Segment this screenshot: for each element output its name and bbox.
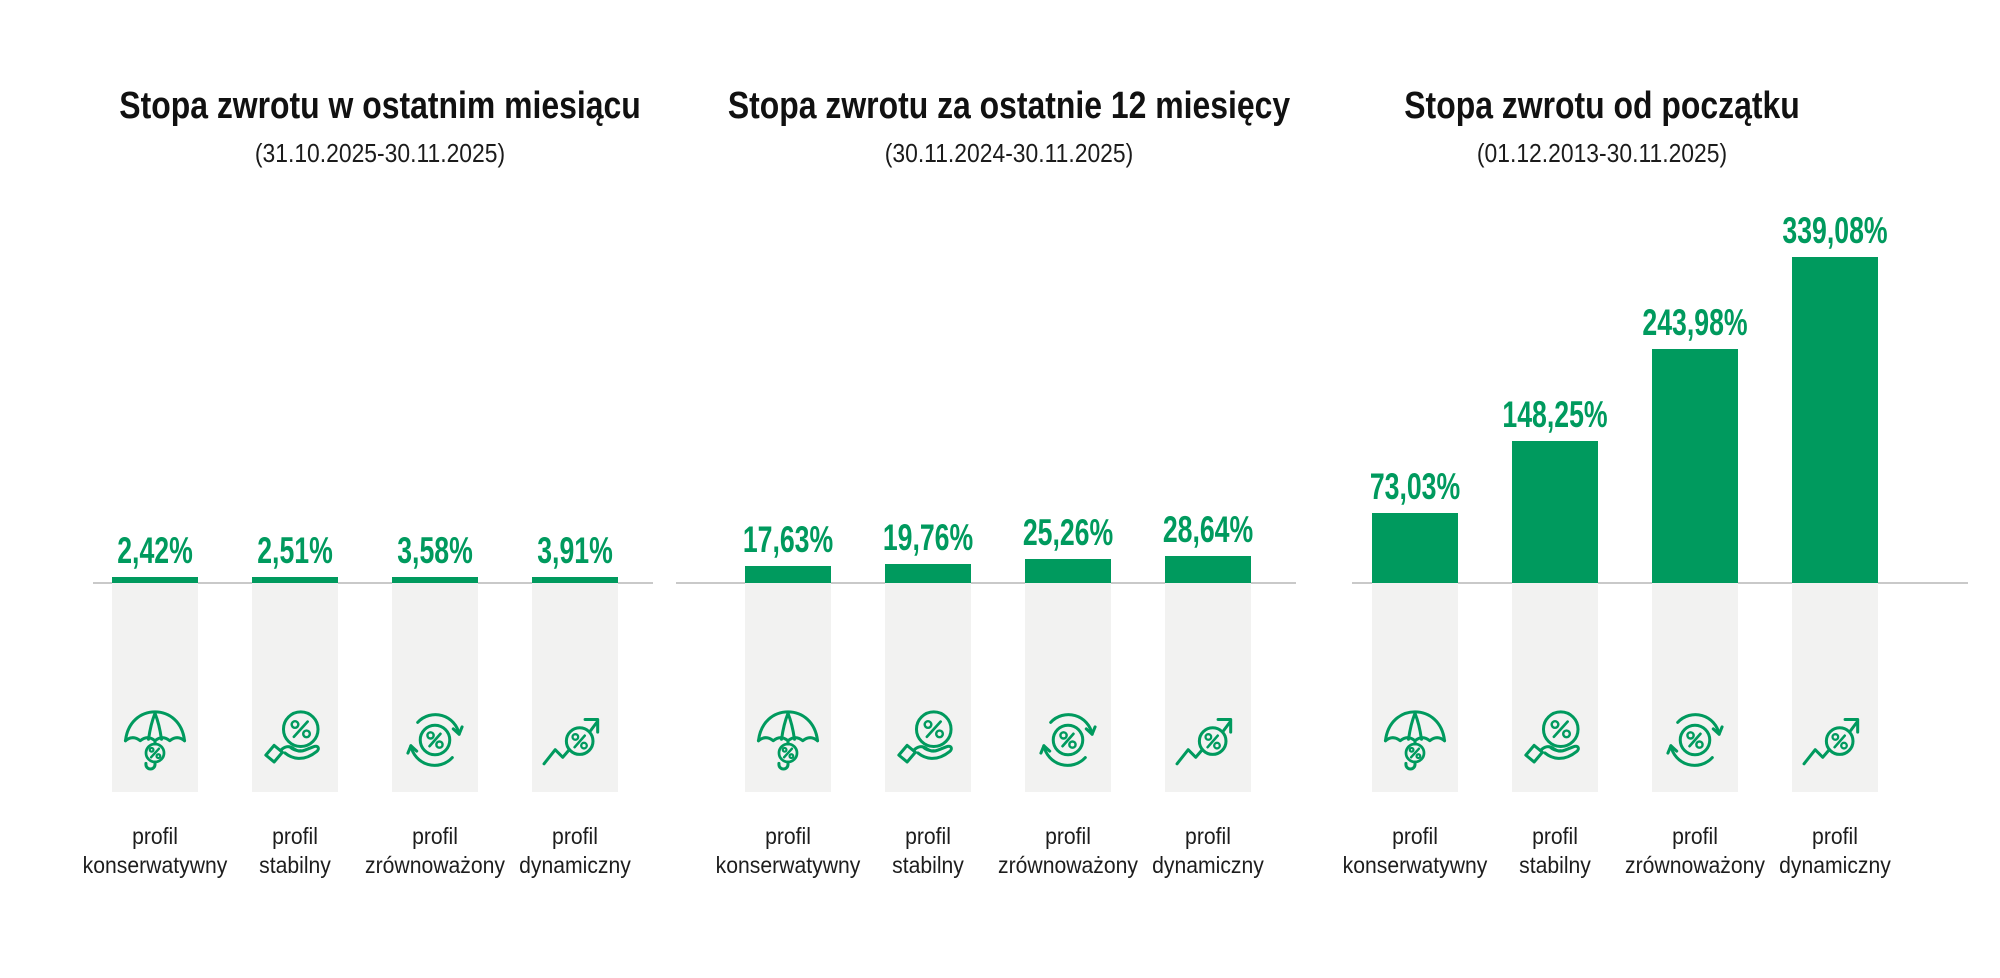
- category-label-line1: profil: [1812, 823, 1858, 849]
- bar-value-label: 3,91%: [537, 530, 613, 571]
- bar-profil-zrównoważony: [392, 577, 478, 583]
- category-label-line1: profil: [132, 823, 178, 849]
- category-label-line2: konserwatywny: [715, 852, 861, 878]
- bar-profil-konserwatywny: [1372, 512, 1458, 583]
- icon-column: [392, 583, 478, 792]
- bar-profil-dynamiczny: [532, 577, 618, 583]
- bar-value-label: 25,26%: [1022, 511, 1114, 553]
- hand-percent-icon: [892, 704, 964, 776]
- category-label-line1: profil: [1672, 823, 1718, 849]
- bar-profil-dynamiczny: [1165, 555, 1251, 583]
- bar-value-label: 2,51%: [257, 530, 333, 571]
- category-label: profil dynamiczny: [1779, 822, 1891, 880]
- category-label-line1: profil: [272, 823, 318, 849]
- bar-value-label: 339,08%: [1782, 210, 1888, 252]
- category-label: profil stabilny: [1519, 822, 1591, 880]
- category-label-line2: stabilny: [892, 852, 964, 878]
- category-label: profil zrównoważony: [1625, 822, 1765, 880]
- category-label-line2: dynamiczny: [1152, 852, 1264, 878]
- axis-baseline: [93, 582, 653, 584]
- arrows-percent-icon: [399, 704, 471, 776]
- category-label-line2: stabilny: [259, 852, 331, 878]
- arrows-percent-icon: [1032, 704, 1104, 776]
- chart-3-subtitle: (01.12.2013-30.11.2025): [1476, 138, 1728, 168]
- bar-value-label: 28,64%: [1162, 508, 1254, 550]
- category-label: profil dynamiczny: [1152, 822, 1264, 880]
- bar-profil-stabilny: [885, 564, 971, 583]
- category-label: profil zrównoważony: [365, 822, 505, 880]
- hand-percent-icon: [259, 704, 331, 776]
- arrows-percent-icon: [1659, 704, 1731, 776]
- category-label-line1: profil: [1532, 823, 1578, 849]
- category-label-line1: profil: [765, 823, 811, 849]
- trend-arrow-percent-icon: [1799, 704, 1871, 776]
- chart-3-title: Stopa zwrotu od początku: [1404, 85, 1800, 127]
- bar-value-label: 3,58%: [397, 530, 473, 571]
- bar-value-label: 19,76%: [882, 517, 974, 559]
- category-label: profil konserwatywny: [716, 822, 861, 880]
- bar-profil-stabilny: [252, 577, 338, 583]
- bar-profil-zrównoważony: [1025, 558, 1111, 583]
- category-label-line1: profil: [1392, 823, 1438, 849]
- category-label-line1: profil: [1045, 823, 1091, 849]
- category-label: profil dynamiczny: [519, 822, 631, 880]
- category-label: profil konserwatywny: [83, 822, 228, 880]
- category-label-line2: zrównoważony: [998, 852, 1138, 878]
- trend-arrow-percent-icon: [539, 704, 611, 776]
- hand-percent-icon: [1519, 704, 1591, 776]
- chart-2-subtitle: (30.11.2024-30.11.2025): [884, 138, 1134, 168]
- icon-column: [1652, 583, 1738, 792]
- category-label-line1: profil: [552, 823, 598, 849]
- chart-1-title: Stopa zwrotu w ostatnim miesiącu: [119, 85, 641, 127]
- category-label-line2: stabilny: [1519, 852, 1591, 878]
- category-label: profil stabilny: [892, 822, 964, 880]
- icon-column: [1792, 583, 1878, 792]
- category-label-line1: profil: [412, 823, 458, 849]
- category-label-line2: zrównoważony: [365, 852, 505, 878]
- bar-value-label: 2,42%: [117, 530, 193, 571]
- umbrella-percent-icon: [119, 704, 191, 776]
- bar-value-label: 17,63%: [742, 519, 834, 561]
- umbrella-percent-icon: [752, 704, 824, 776]
- bar-value-label: 73,03%: [1369, 465, 1461, 507]
- bar-value-label: 148,25%: [1502, 393, 1608, 435]
- icon-column: [1025, 583, 1111, 792]
- bar-profil-konserwatywny: [745, 566, 831, 583]
- icon-column: [1165, 583, 1251, 792]
- bar-value-label: 243,98%: [1642, 301, 1748, 343]
- icon-column: [745, 583, 831, 792]
- chart-2-title: Stopa zwrotu za ostatnie 12 miesięcy: [727, 85, 1291, 127]
- umbrella-percent-icon: [1379, 704, 1451, 776]
- icon-column: [1372, 583, 1458, 792]
- bar-profil-konserwatywny: [112, 577, 198, 583]
- chart-1-subtitle: (31.10.2025-30.11.2025): [254, 138, 506, 168]
- icon-column: [112, 583, 198, 792]
- category-label-line1: profil: [905, 823, 951, 849]
- category-label-line2: konserwatywny: [82, 852, 228, 878]
- category-label-line2: dynamiczny: [1779, 852, 1891, 878]
- icon-column: [532, 583, 618, 792]
- category-label-line2: dynamiczny: [519, 852, 631, 878]
- bar-profil-dynamiczny: [1792, 257, 1878, 583]
- category-label: profil konserwatywny: [1343, 822, 1488, 880]
- category-label: profil stabilny: [259, 822, 331, 880]
- trend-arrow-percent-icon: [1172, 704, 1244, 776]
- bar-profil-zrównoważony: [1652, 348, 1738, 583]
- axis-baseline: [676, 582, 1296, 584]
- bar-profil-stabilny: [1512, 440, 1598, 583]
- category-label: profil zrównoważony: [998, 822, 1138, 880]
- category-label-line1: profil: [1185, 823, 1231, 849]
- category-label-line2: konserwatywny: [1342, 852, 1488, 878]
- category-label-line2: zrównoważony: [1625, 852, 1765, 878]
